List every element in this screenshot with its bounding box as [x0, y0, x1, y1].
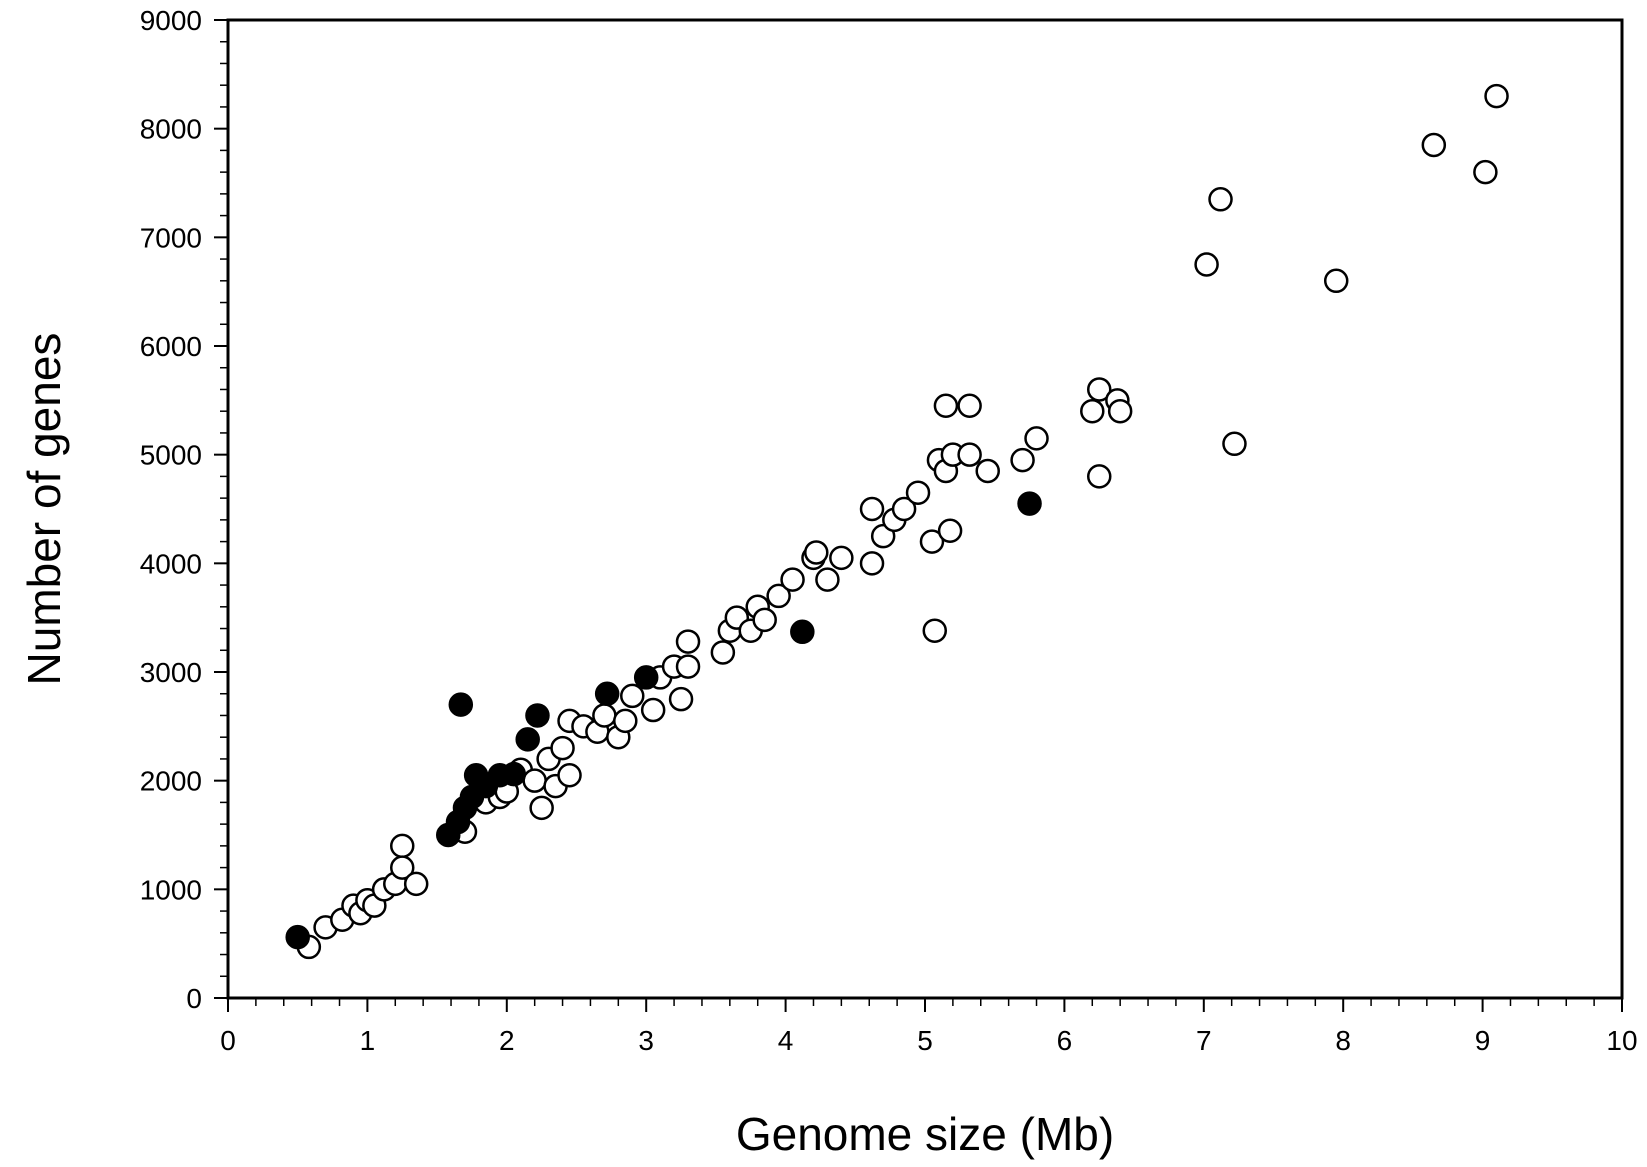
- y-tick-label: 7000: [140, 222, 202, 253]
- open-data-point: [620, 683, 645, 709]
- open-data-point: [403, 871, 429, 897]
- x-tick-label: 2: [499, 1025, 515, 1056]
- open-data-point: [668, 686, 694, 712]
- open-data-point: [1024, 426, 1049, 451]
- y-tick-label: 3000: [140, 657, 202, 688]
- x-tick-label: 5: [917, 1025, 933, 1056]
- open-data-point: [710, 640, 736, 665]
- open-data-point: [905, 480, 931, 505]
- y-tick-label: 0: [186, 983, 202, 1014]
- y-tick-label: 2000: [140, 766, 202, 797]
- data-points: [285, 83, 1509, 960]
- open-data-point: [891, 496, 917, 522]
- open-data-point: [1222, 431, 1247, 457]
- filled-data-point: [790, 619, 815, 645]
- plot-area-frame: [226, 18, 1624, 1000]
- x-axis-ticks: [227, 998, 1623, 1012]
- open-data-point: [1473, 159, 1498, 185]
- open-data-point: [550, 735, 575, 761]
- x-tick-label: 4: [778, 1025, 794, 1056]
- open-data-point: [829, 545, 854, 571]
- open-data-point: [957, 442, 982, 467]
- x-tick-label: 0: [220, 1025, 236, 1056]
- filled-data-point: [448, 692, 474, 717]
- y-tick-label: 1000: [140, 874, 202, 905]
- open-data-point: [390, 855, 415, 880]
- open-data-point: [675, 654, 701, 679]
- open-data-point: [780, 567, 805, 592]
- open-data-point: [522, 768, 547, 793]
- open-data-point: [975, 458, 1000, 484]
- open-data-point: [859, 551, 885, 576]
- open-data-point: [1087, 464, 1112, 489]
- open-data-point: [766, 583, 791, 609]
- open-data-point: [1484, 83, 1509, 109]
- open-data-point: [933, 393, 959, 419]
- y-tick-label: 5000: [140, 440, 202, 471]
- open-data-point: [613, 708, 638, 734]
- open-data-point: [675, 629, 701, 654]
- x-tick-label: 10: [1606, 1025, 1637, 1056]
- x-tick-label: 9: [1475, 1025, 1491, 1056]
- open-data-point: [1323, 268, 1349, 294]
- open-data-point: [919, 529, 945, 554]
- x-tick-label: 8: [1335, 1025, 1351, 1056]
- filled-data-point: [594, 681, 620, 706]
- open-data-point: [1421, 132, 1447, 158]
- open-data-point: [1107, 398, 1133, 424]
- open-data-point: [592, 703, 617, 728]
- x-tick-label: 6: [1057, 1025, 1073, 1056]
- open-data-point: [1208, 187, 1233, 212]
- y-axis-ticks: [214, 19, 228, 999]
- y-tick-label: 4000: [140, 548, 202, 579]
- filled-data-point: [501, 761, 527, 787]
- y-axis-tick-labels: 0 1000 2000 3000 4000 5000 6000 7000 8000 9000: [140, 5, 202, 1014]
- open-data-point: [859, 496, 885, 522]
- filled-data-point: [285, 924, 310, 950]
- open-data-point: [922, 618, 948, 643]
- open-data-point: [937, 518, 963, 543]
- open-data-point: [529, 795, 554, 821]
- open-data-point: [390, 833, 415, 859]
- filled-data-point: [515, 727, 540, 752]
- open-data-point: [1080, 398, 1105, 424]
- x-axis-title: Genome size (Mb): [736, 1108, 1114, 1160]
- open-data-point: [1010, 447, 1035, 473]
- filled-data-point: [525, 703, 550, 728]
- open-data-point: [1194, 252, 1219, 277]
- y-tick-label: 6000: [140, 331, 202, 362]
- open-data-point: [640, 697, 666, 723]
- filled-data-point: [633, 665, 659, 690]
- open-data-point: [804, 540, 829, 565]
- open-data-point: [557, 762, 582, 788]
- x-tick-label: 1: [360, 1025, 376, 1056]
- x-axis-tick-labels: 0 1 2 3 4 5 6 7 8 9 10: [220, 1025, 1637, 1056]
- y-axis-title: Number of genes: [18, 333, 70, 686]
- open-data-point: [1087, 377, 1112, 402]
- open-data-point: [957, 393, 982, 419]
- filled-data-point: [1017, 491, 1042, 516]
- y-tick-label: 8000: [140, 114, 202, 145]
- open-data-point: [752, 607, 777, 633]
- x-tick-label: 3: [638, 1025, 654, 1056]
- x-tick-label: 7: [1196, 1025, 1212, 1056]
- open-data-point: [815, 567, 840, 592]
- y-tick-label: 9000: [140, 5, 202, 36]
